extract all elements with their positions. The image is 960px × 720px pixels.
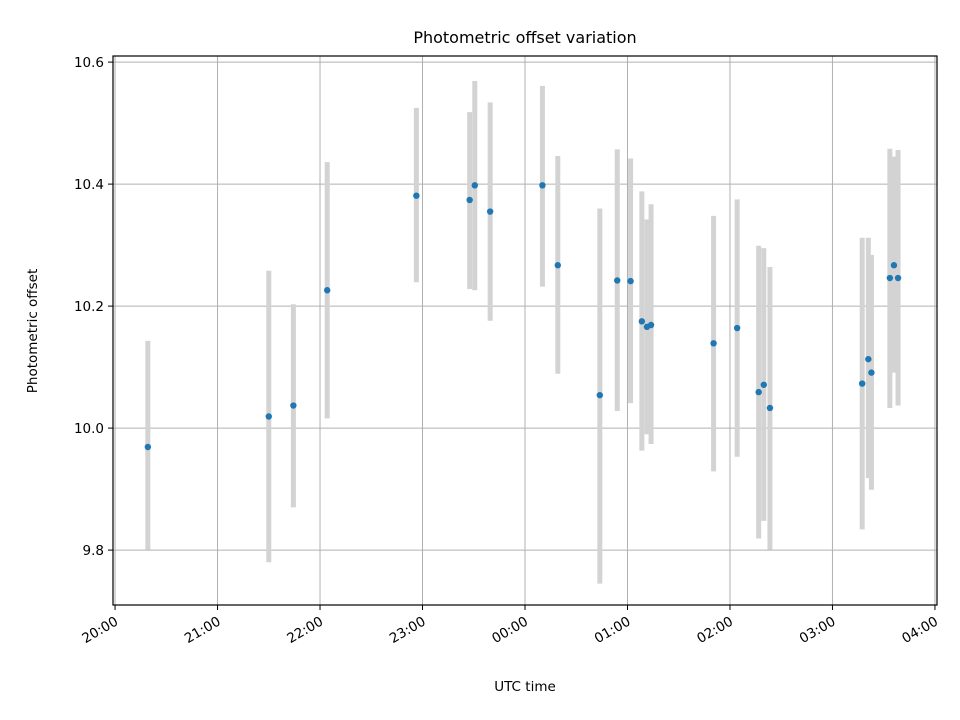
point-layer [144, 182, 902, 451]
data-point [858, 380, 866, 387]
data-point [638, 318, 646, 325]
data-point [894, 274, 902, 282]
y-tick-label: 10.0 [74, 421, 104, 437]
y-tick-label: 10.4 [74, 177, 104, 193]
chart-title: Photometric offset variation [413, 28, 636, 47]
data-point [868, 369, 875, 376]
data-point [290, 402, 297, 409]
y-tick-label: 9.8 [83, 543, 104, 559]
grid-layer [113, 56, 937, 605]
data-point [486, 208, 494, 215]
data-point [265, 413, 272, 420]
data-point [614, 277, 621, 284]
y-axis: 9.8 10.0 10.2 10.4 10.6 [74, 55, 113, 559]
data-point [144, 443, 152, 451]
data-point [323, 287, 331, 294]
data-point [627, 277, 634, 285]
data-point [413, 192, 420, 199]
data-point [554, 262, 561, 269]
y-tick-label: 10.2 [74, 299, 104, 315]
data-point [865, 355, 872, 363]
y-axis-label: Photometric offset [25, 269, 41, 393]
data-point [886, 274, 894, 282]
data-point [539, 182, 546, 189]
data-point [760, 381, 767, 388]
data-point [710, 340, 717, 347]
data-point [766, 404, 774, 412]
data-point [733, 324, 741, 332]
data-point [647, 321, 655, 329]
x-axis-label: UTC time [494, 679, 556, 695]
data-point [466, 196, 473, 204]
data-point [471, 182, 478, 189]
y-tick-label: 10.6 [74, 55, 104, 71]
data-point [755, 388, 762, 396]
data-point [890, 262, 898, 269]
data-point [596, 391, 604, 399]
